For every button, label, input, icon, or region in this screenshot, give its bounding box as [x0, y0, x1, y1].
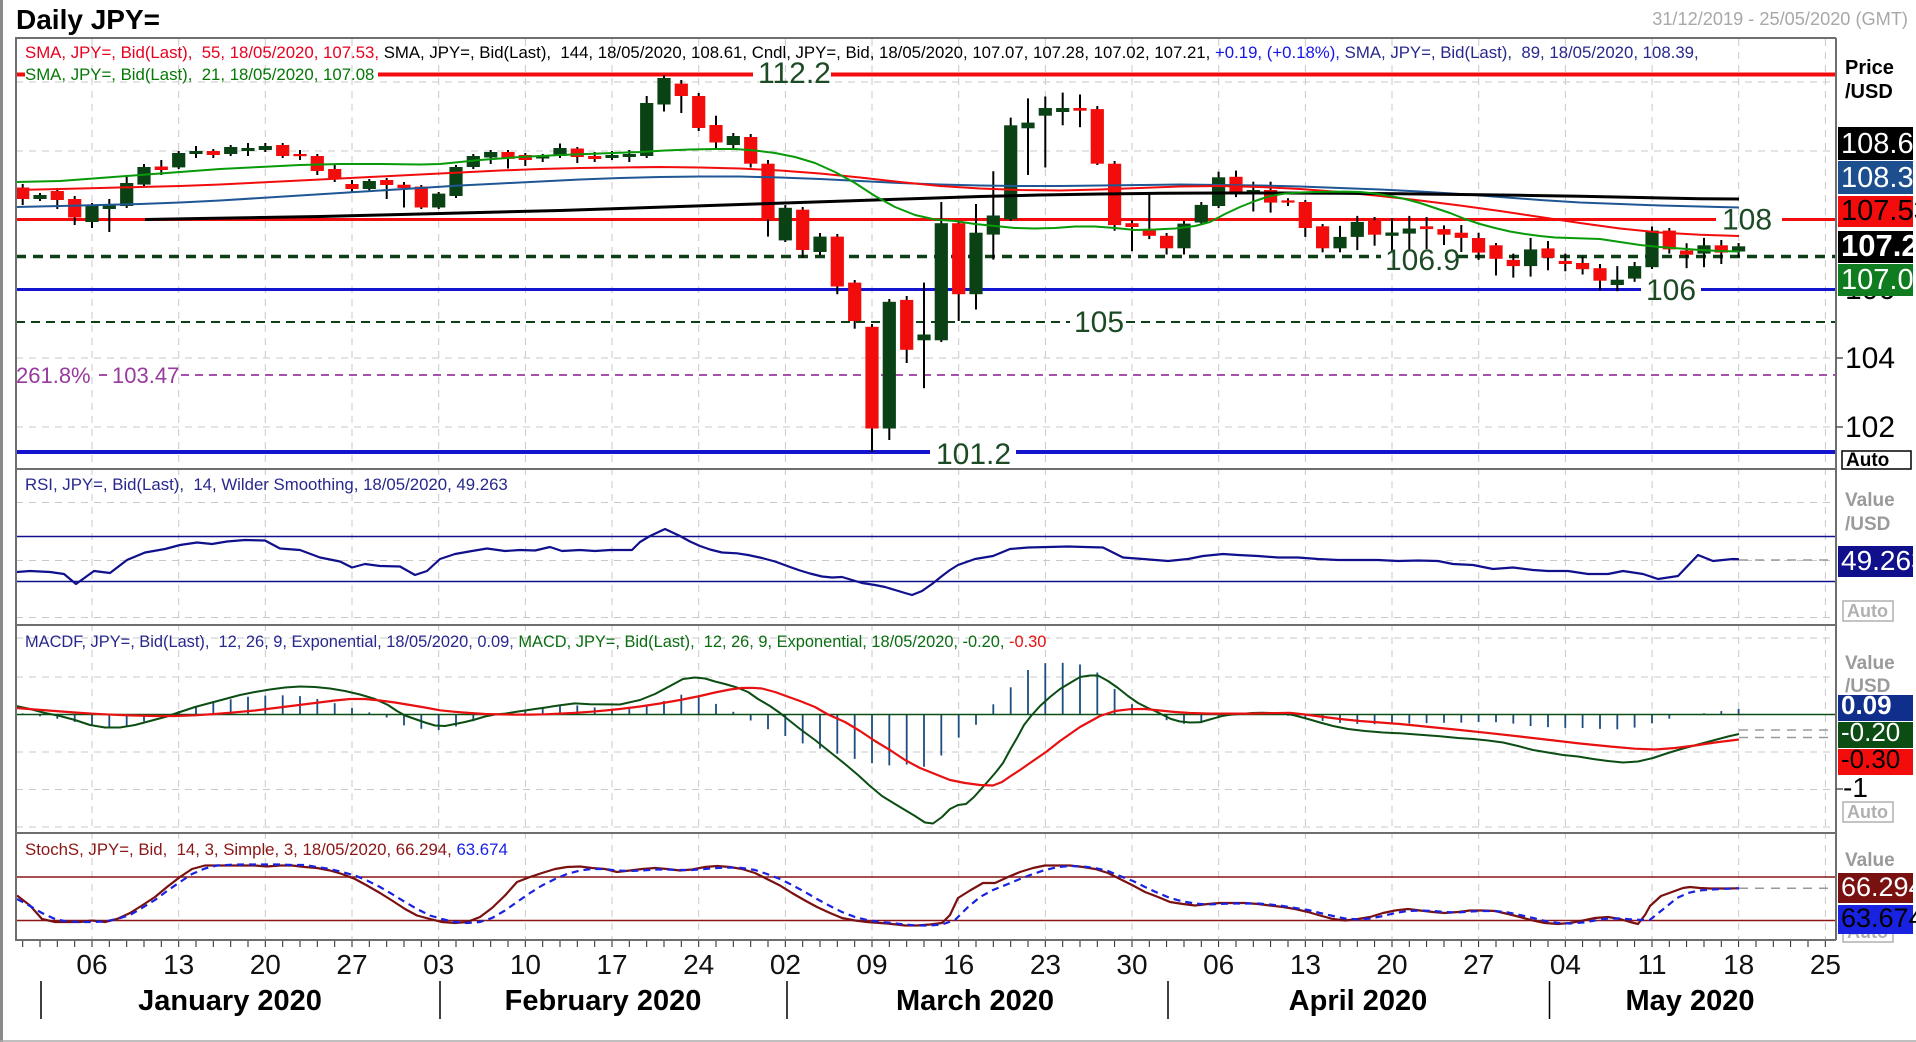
- svg-text:18: 18: [1723, 949, 1754, 980]
- svg-text:06: 06: [76, 949, 107, 980]
- svg-text:101.2: 101.2: [936, 438, 1011, 471]
- svg-text:-0.30: -0.30: [1841, 744, 1900, 774]
- svg-text:107.08: 107.08: [1841, 264, 1916, 296]
- svg-text:11: 11: [1638, 949, 1667, 980]
- svg-text:April 2020: April 2020: [1289, 985, 1428, 1017]
- svg-text:March 2020: March 2020: [896, 985, 1054, 1017]
- svg-text:261.8%: 261.8%: [16, 363, 91, 388]
- svg-text:102: 102: [1845, 411, 1895, 444]
- svg-text:04: 04: [1550, 949, 1581, 980]
- svg-text:Auto: Auto: [1846, 450, 1889, 471]
- svg-text:RSI, JPY=, Bid(Last), 14, Wil: RSI, JPY=, Bid(Last), 14, Wilder Smoothi…: [25, 475, 508, 494]
- svg-text:25: 25: [1810, 949, 1841, 980]
- svg-text:63.674: 63.674: [1841, 903, 1916, 933]
- svg-text:10: 10: [510, 949, 541, 980]
- svg-text:27: 27: [1463, 949, 1494, 980]
- svg-text:02: 02: [770, 949, 801, 980]
- svg-text:108.39: 108.39: [1841, 162, 1916, 194]
- svg-text:106: 106: [1646, 274, 1696, 307]
- svg-text:112.2: 112.2: [758, 57, 831, 90]
- svg-text:06: 06: [1203, 949, 1234, 980]
- svg-text:/USD: /USD: [1845, 514, 1890, 535]
- svg-text:13: 13: [1290, 949, 1321, 980]
- svg-text:SMA, JPY=, Bid(Last), 55, 18/: SMA, JPY=, Bid(Last), 55, 18/05/2020, 10…: [25, 43, 1699, 62]
- svg-text:09: 09: [856, 949, 887, 980]
- svg-text:17: 17: [596, 949, 627, 980]
- svg-text:May 2020: May 2020: [1626, 985, 1755, 1017]
- svg-text:66.294: 66.294: [1841, 872, 1916, 902]
- svg-text:Value: Value: [1845, 490, 1895, 511]
- svg-text:30: 30: [1116, 949, 1147, 980]
- svg-text:Value: Value: [1845, 850, 1895, 871]
- svg-text:Daily JPY=: Daily JPY=: [16, 4, 160, 35]
- svg-text:Value: Value: [1845, 653, 1895, 674]
- svg-text:16: 16: [943, 949, 974, 980]
- svg-text:/USD: /USD: [1845, 676, 1890, 697]
- svg-text:03: 03: [423, 949, 454, 980]
- svg-text:104: 104: [1845, 342, 1895, 375]
- svg-text:-1: -1: [1843, 772, 1868, 803]
- svg-text:13: 13: [163, 949, 194, 980]
- svg-text:Auto: Auto: [1847, 802, 1888, 822]
- svg-text:/USD: /USD: [1845, 81, 1893, 103]
- svg-text:31/12/2019 - 25/05/2020 (GMT): 31/12/2019 - 25/05/2020 (GMT): [1652, 9, 1908, 29]
- svg-text:107.2: 107.2: [1841, 228, 1916, 263]
- svg-text:23: 23: [1030, 949, 1061, 980]
- svg-text:108.61: 108.61: [1841, 128, 1916, 160]
- svg-text:Auto: Auto: [1847, 601, 1888, 621]
- svg-text:20: 20: [250, 949, 281, 980]
- svg-text:SMA, JPY=, Bid(Last), 21, 18/: SMA, JPY=, Bid(Last), 21, 18/05/2020, 10…: [25, 65, 374, 84]
- svg-text:27: 27: [336, 949, 367, 980]
- svg-text:MACDF, JPY=, Bid(Last), 12, 2: MACDF, JPY=, Bid(Last), 12, 26, 9, Expon…: [25, 633, 1046, 651]
- svg-text:107.53: 107.53: [1841, 195, 1916, 227]
- svg-text:103.47: 103.47: [112, 363, 179, 388]
- svg-text:-0.20: -0.20: [1841, 717, 1900, 747]
- svg-text:StochS, JPY=, Bid, 14, 3, Sim: StochS, JPY=, Bid, 14, 3, Simple, 3, 18/…: [25, 840, 508, 859]
- svg-text:20: 20: [1376, 949, 1407, 980]
- svg-text:49.263: 49.263: [1841, 545, 1916, 576]
- svg-text:108: 108: [1722, 204, 1772, 237]
- svg-text:February 2020: February 2020: [505, 985, 702, 1017]
- svg-text:106.9: 106.9: [1385, 244, 1460, 277]
- svg-text:24: 24: [683, 949, 714, 980]
- svg-text:105: 105: [1074, 306, 1124, 339]
- svg-text:Price: Price: [1845, 57, 1894, 79]
- svg-text:0.09: 0.09: [1841, 690, 1892, 720]
- svg-text:January 2020: January 2020: [138, 985, 322, 1017]
